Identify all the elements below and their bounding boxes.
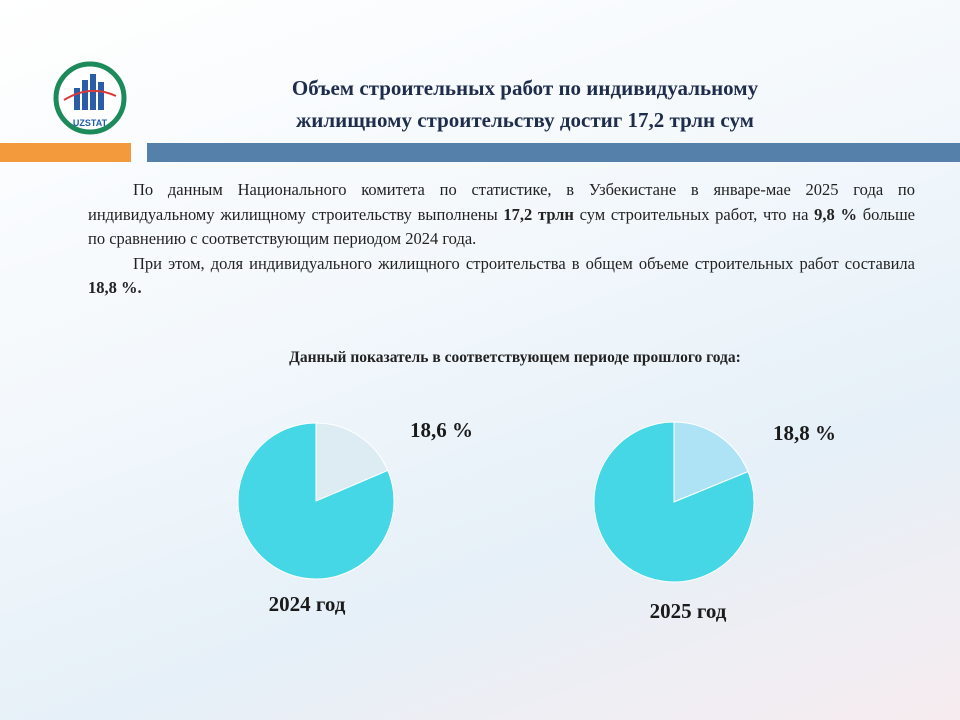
text-run: При этом, доля индивидуального жилищного… [133, 253, 915, 273]
chart-title: 2024 год [269, 592, 346, 616]
chart-title: 2025 год [650, 599, 727, 623]
data-label: 18,8 % [773, 421, 836, 445]
text-run: 9,8 % [814, 204, 858, 224]
logo-text: UZSTAT [73, 118, 108, 128]
subheading: Данный показатель в соответствующем пери… [289, 349, 741, 366]
orange-bar [0, 143, 131, 162]
title-line: жилищному строительству достиг 17,2 трлн… [296, 108, 754, 132]
data-label: 18,6 % [410, 418, 473, 442]
paragraph: По данным Национального комитета по стат… [88, 178, 915, 252]
title-line: Объем строительных работ по индивидуальн… [291, 76, 759, 100]
pie-slice [673, 421, 749, 503]
text-run: больше по сравнению с соответствующим пе… [88, 204, 915, 249]
text-run: По данным Национального комитета по стат… [88, 180, 915, 224]
text-run: 18,8 %. [88, 278, 142, 297]
pie-slice [593, 421, 755, 583]
text-run: 17,2 трлн [503, 204, 574, 224]
logo: UZSTAT [53, 61, 127, 135]
pie-slice [315, 422, 389, 502]
blue-bar [147, 143, 960, 162]
pie-slice [237, 422, 395, 580]
text-run: сум строительных работ, что на [573, 204, 815, 224]
title: Объем строительных работ по индивидуальн… [150, 72, 900, 136]
body-text: По данным Национального комитета по стат… [88, 178, 915, 301]
paragraph: При этом, доля индивидуального жилищного… [88, 252, 915, 301]
